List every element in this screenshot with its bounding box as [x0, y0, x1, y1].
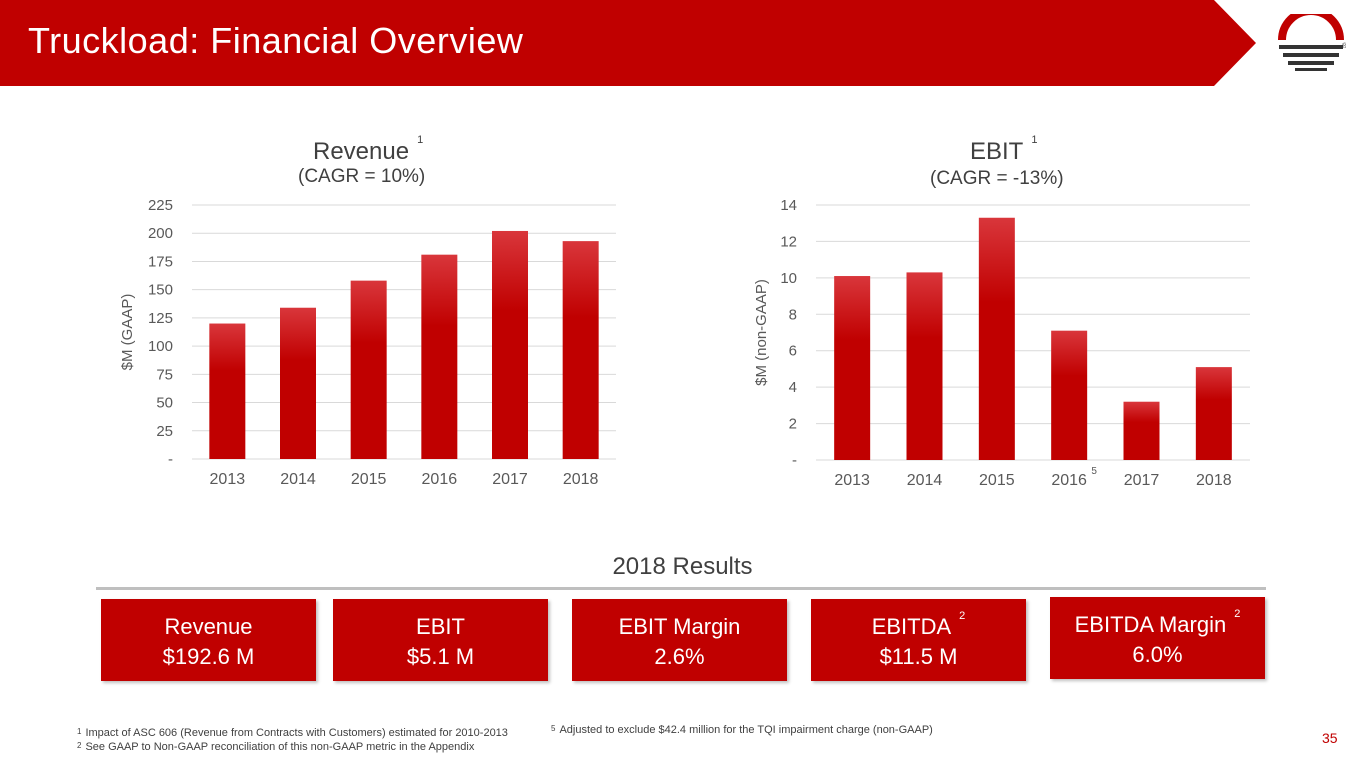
ebit-chart-title: EBIT 1 [970, 134, 1038, 165]
y-axis-title: $M (GAAP) [119, 294, 136, 371]
bar [350, 280, 387, 459]
x-tick-label: 2014 [280, 471, 316, 488]
footnote-1: 1 Impact of ASC 606 (Revenue from Contrac… [77, 727, 508, 739]
x-tick-label: 2018 [563, 471, 599, 488]
y-tick-label: - [168, 451, 173, 468]
kpi-value: $11.5 M [879, 644, 958, 669]
kpi-card-ebit-margin: EBIT Margin 2.6% [572, 599, 787, 681]
x-tick-label: 2013 [210, 471, 246, 488]
results-divider [96, 587, 1266, 590]
slide-title: Truckload: Financial Overview [28, 20, 524, 61]
bar [562, 241, 599, 459]
x-tick-label: 2017 [492, 471, 528, 488]
kpi-card-ebitda-margin: EBITDA Margin 2 6.0% [1050, 597, 1265, 679]
kpi-value: 6.0% [1132, 642, 1183, 667]
x-tick-label: 2015 [979, 472, 1015, 489]
kpi-label: EBIT [416, 614, 465, 639]
kpi-card-ebitda: EBITDA 2 $11.5 M [811, 599, 1026, 681]
kpi-value: $5.1 M [406, 644, 475, 669]
y-tick-label: 125 [148, 310, 173, 327]
y-tick-label: 4 [789, 379, 797, 396]
x-tick-label: 2013 [834, 472, 870, 489]
title-banner: Truckload: Financial Overview [0, 0, 1260, 86]
x-tick-label: 2015 [351, 471, 387, 488]
y-tick-label: 12 [780, 233, 797, 250]
y-axis-title: $M (non-GAAP) [753, 279, 770, 386]
bar [834, 276, 871, 460]
footnote-2: 2 See GAAP to Non-GAAP reconciliation of … [77, 741, 475, 753]
y-tick-label: 100 [148, 338, 173, 355]
y-tick-label: 225 [148, 197, 173, 214]
y-tick-label: 2 [789, 416, 797, 433]
bar [978, 217, 1015, 460]
results-title: 2018 Results [612, 553, 753, 580]
footnote-5: 5 Adjusted to exclude $42.4 million for t… [551, 724, 933, 736]
bar [280, 307, 316, 459]
y-tick-label: 75 [156, 366, 173, 383]
x-tick-label: 2018 [1196, 472, 1232, 489]
y-tick-label: 10 [780, 270, 797, 287]
bar [1123, 401, 1160, 460]
kpi-footnote-marker: 2 [959, 610, 966, 622]
bar [1195, 367, 1232, 460]
kpi-label: EBITDA 2 [871, 610, 966, 639]
revenue-chart-title: Revenue 1 [313, 134, 424, 165]
company-logo-icon: ® [1278, 14, 1346, 71]
y-tick-label: 6 [789, 343, 797, 360]
revenue-chart-subtitle: (CAGR = 10%) [298, 166, 426, 187]
kpi-label: EBITDA Margin 2 [1074, 608, 1241, 637]
x-tick-label: 2017 [1124, 472, 1160, 489]
bar [1051, 330, 1088, 460]
kpi-card-revenue: Revenue $192.6 M [101, 599, 316, 681]
y-tick-label: 200 [148, 225, 173, 242]
kpi-footnote-marker: 2 [1234, 608, 1241, 620]
registered-mark: ® [1342, 42, 1346, 50]
x-tick-label: 2016 [422, 471, 458, 488]
kpi-value: $192.6 M [162, 644, 255, 669]
page-number: 35 [1322, 730, 1338, 746]
y-tick-label: 175 [148, 253, 173, 270]
y-tick-label: 50 [156, 395, 173, 412]
ebit-chart-subtitle: (CAGR = -13%) [930, 168, 1064, 189]
revenue-bar-chart: - 25 50 75 100 125 150 175 200 225 $M (GAAP) 2013 20… [119, 197, 616, 488]
bar [209, 323, 246, 459]
revenue-title-footnote: 1 [417, 134, 424, 146]
x-tick-footnote: 5 [1091, 466, 1097, 477]
y-tick-label: 150 [148, 282, 173, 299]
ebit-bar-chart: - 2 4 6 8 10 12 14 $M (non-GAAP) 2013 2014 2015 2016… [753, 197, 1250, 489]
kpi-label: EBIT Margin [618, 614, 741, 639]
kpi-label: Revenue [164, 614, 253, 639]
y-tick-label: 14 [780, 197, 797, 214]
kpi-card-ebit: EBIT $5.1 M [333, 599, 548, 681]
bar [906, 272, 943, 460]
banner-arrow-shape [0, 0, 1256, 86]
ebit-title-footnote: 1 [1031, 134, 1038, 146]
bar [421, 254, 458, 459]
bar [492, 230, 528, 459]
x-tick-label: 2016 [1051, 472, 1087, 489]
y-tick-label: 8 [789, 306, 797, 323]
y-tick-label: - [792, 452, 797, 469]
y-tick-label: 25 [156, 423, 173, 440]
x-tick-label: 2014 [907, 472, 943, 489]
kpi-value: 2.6% [654, 644, 705, 669]
